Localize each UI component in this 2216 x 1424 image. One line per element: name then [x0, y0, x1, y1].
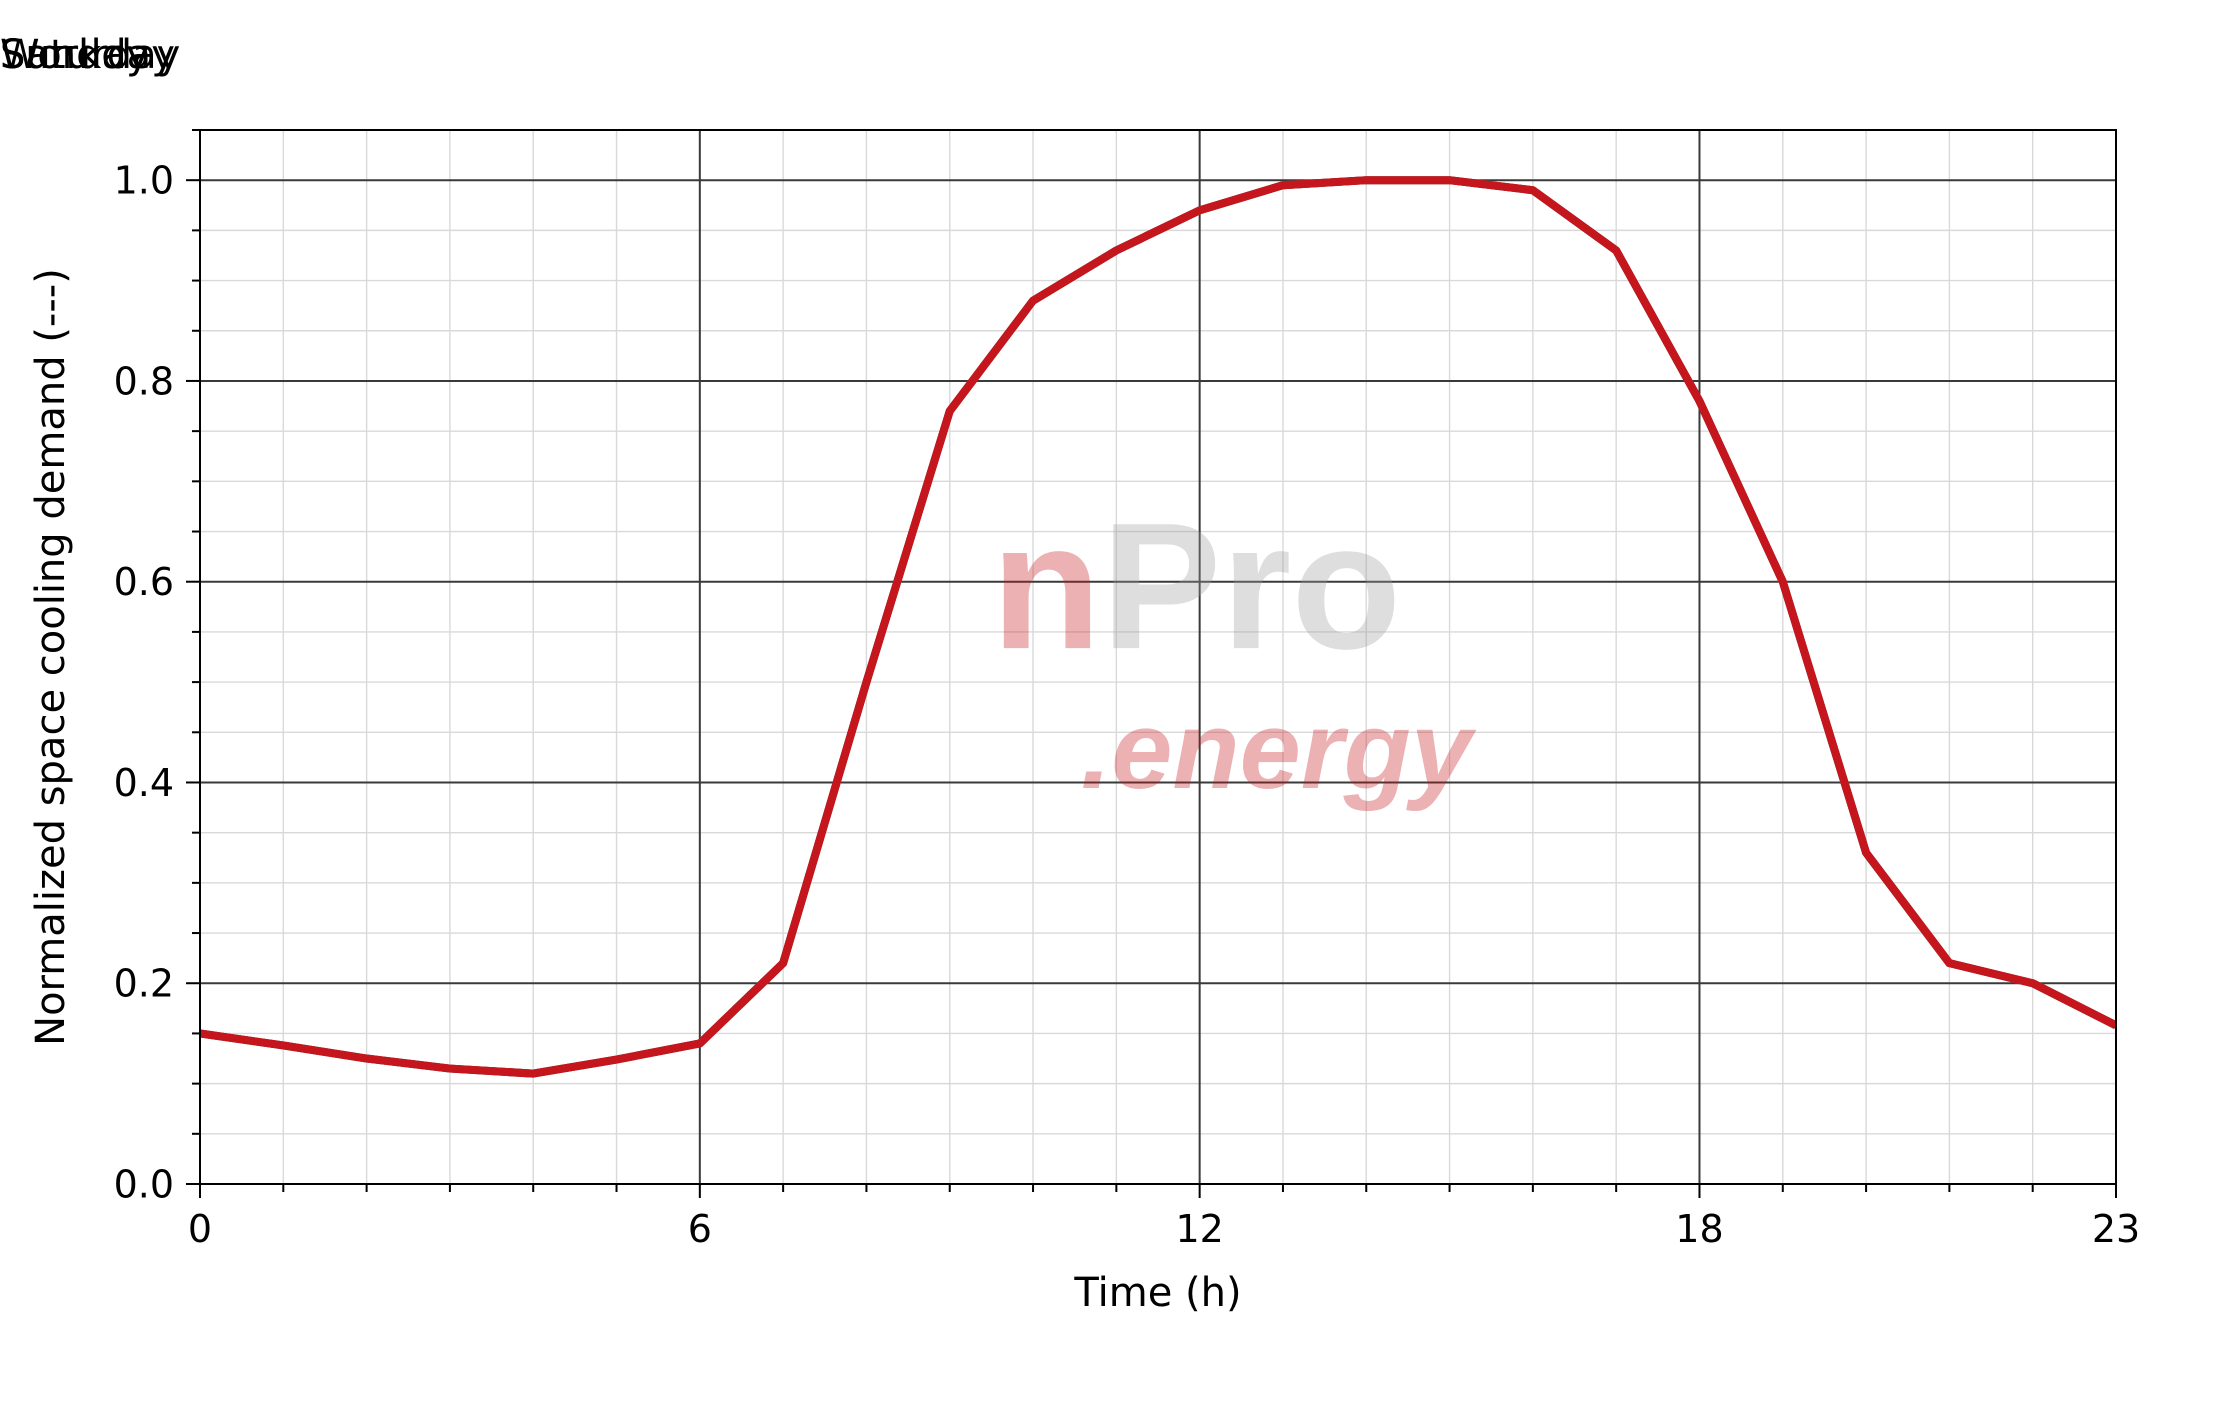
y-tick-label: 1.0 — [114, 158, 174, 202]
chart-container: nPro.energy 0 6 12 18 23 Time (h) 0.0 0.2 0.4 0.6 0… — [0, 0, 2216, 1424]
cooling-demand-line-chart: nPro.energy 0 6 12 18 23 Time (h) 0.0 0.2 0.4 0.6 0… — [0, 0, 2216, 1424]
x-tick-label: 6 — [688, 1207, 712, 1251]
y-tick-label: 0.4 — [114, 761, 174, 805]
legend-label: Sunday — [0, 32, 150, 78]
legend: WorkdaySaturdaySunday — [0, 32, 180, 78]
y-tick-label: 0.2 — [114, 962, 174, 1006]
y-axis-label: Normalized space cooling demand (---) — [28, 268, 74, 1046]
svg-text:.energy: .energy — [1081, 689, 1477, 812]
y-tick-label: 0.8 — [114, 359, 174, 403]
y-tick-label: 0.0 — [114, 1162, 174, 1206]
x-tick-label: 0 — [188, 1207, 212, 1251]
svg-text:nPro: nPro — [991, 486, 1401, 687]
x-tick-label: 12 — [1175, 1207, 1223, 1251]
x-tick-label: 18 — [1675, 1207, 1723, 1251]
x-axis-label: Time (h) — [1073, 1270, 1241, 1316]
y-tick-label: 0.6 — [114, 560, 174, 604]
x-tick-label: 23 — [2092, 1207, 2140, 1251]
